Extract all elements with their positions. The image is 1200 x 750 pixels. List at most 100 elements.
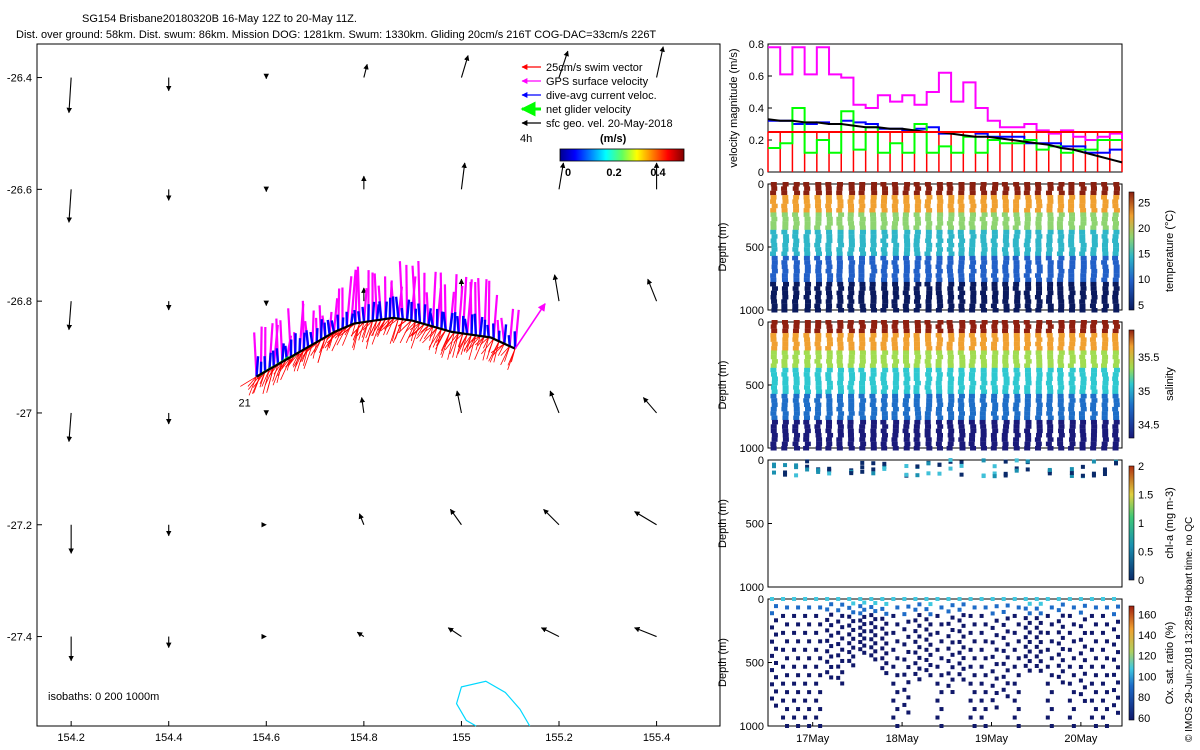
profile-sample [774, 618, 778, 623]
swim-vector [428, 328, 442, 348]
profile-sample [913, 385, 920, 390]
profile-sample [793, 273, 800, 278]
swim-vector [310, 339, 322, 356]
swim-vector [424, 326, 434, 332]
profile-sample [904, 464, 909, 469]
profile-sample [1113, 303, 1120, 309]
profile-sample [826, 367, 833, 373]
profile-sample [859, 446, 866, 451]
geostrophic-velocity-arrow [455, 390, 462, 414]
profile-sample [1047, 212, 1054, 217]
profile-sample [891, 229, 898, 235]
profile-sample [1116, 634, 1120, 639]
profile-sample [939, 639, 944, 644]
profile-sample [1012, 406, 1019, 412]
profile-sample [1089, 715, 1094, 720]
profile-sample [825, 372, 832, 377]
profile-sample [858, 328, 865, 334]
profile-sample [1024, 441, 1031, 447]
profile-sample [815, 393, 822, 399]
profile-sample [947, 299, 954, 304]
profile-sample [1034, 664, 1039, 668]
profile-sample [818, 656, 823, 661]
swim-vector [490, 343, 505, 354]
profile-sample [837, 346, 844, 351]
profile-sample [1057, 402, 1064, 408]
profile-sample [957, 629, 962, 634]
profile-sample [837, 229, 844, 235]
profile-sample [881, 264, 888, 270]
profile-sample [936, 208, 943, 213]
profile-sample [793, 268, 800, 274]
profile-sample [903, 432, 910, 438]
profile-sample [983, 724, 988, 728]
profile-sample [992, 471, 997, 476]
profile-sample [836, 264, 843, 270]
profile-sample [1036, 402, 1043, 408]
profile-sample [1034, 437, 1041, 442]
profile-sample [1046, 419, 1053, 425]
profile-sample [880, 308, 887, 313]
profile-sample [913, 333, 920, 338]
profile-sample [825, 628, 830, 633]
profile-sample [1014, 411, 1021, 416]
profile-sample [1035, 182, 1042, 187]
profile-sample [968, 681, 973, 686]
profile-sample [936, 216, 943, 222]
profile-sample [1112, 216, 1119, 222]
profile-sample [991, 242, 998, 248]
profile-sample [848, 406, 855, 412]
profile-sample [792, 333, 799, 338]
dive-avg-current [442, 311, 447, 331]
swim-vector [398, 320, 412, 334]
profile-sample [1112, 703, 1116, 708]
profile-sample [1047, 354, 1054, 360]
profile-sample [825, 268, 832, 274]
profile-sample [803, 247, 810, 252]
profile-sample [926, 461, 931, 466]
profile-sample [917, 602, 922, 607]
profile-sample [893, 359, 900, 364]
profile-sample [948, 234, 955, 239]
profile-sample [870, 398, 877, 403]
profile-sample [859, 372, 866, 377]
profile-sample [859, 354, 866, 360]
profile-sample [972, 656, 977, 661]
profile-sample [892, 406, 899, 412]
profile-sample [770, 424, 777, 429]
profile-sample [903, 389, 910, 395]
profile-sample [869, 380, 876, 386]
profile-sample [891, 273, 898, 278]
profile-sample [1069, 470, 1074, 475]
profile-sample [961, 623, 966, 628]
profile-sample [925, 308, 932, 313]
profile-sample [826, 359, 833, 364]
profile-sample [1067, 597, 1072, 601]
profile-sample [1091, 389, 1098, 395]
profile-sample [925, 372, 932, 377]
profile-sample [826, 380, 833, 386]
swim-vector [409, 322, 421, 331]
profile-sample [1112, 424, 1119, 429]
profile-sample [935, 281, 942, 287]
profile-sample [991, 363, 998, 368]
profile-sample [926, 471, 931, 476]
profile-sample [847, 333, 854, 338]
profile-sample [1057, 294, 1064, 300]
profile-sample [881, 286, 888, 291]
profile-sample [991, 229, 998, 235]
profile-sample [991, 437, 998, 442]
profile-sample [926, 376, 933, 381]
profile-sample [781, 208, 788, 213]
profile-sample [1016, 622, 1021, 627]
profile-sample [892, 446, 899, 451]
swim-vector [302, 346, 309, 366]
profile-sample [783, 472, 788, 477]
profile-sample [803, 255, 810, 261]
profile-sample [1068, 380, 1075, 386]
profile-sample [1058, 333, 1065, 338]
profile-sample [891, 441, 898, 447]
profile-sample [1057, 441, 1064, 447]
profile-sample [1090, 432, 1097, 438]
profile-sample [858, 320, 865, 325]
